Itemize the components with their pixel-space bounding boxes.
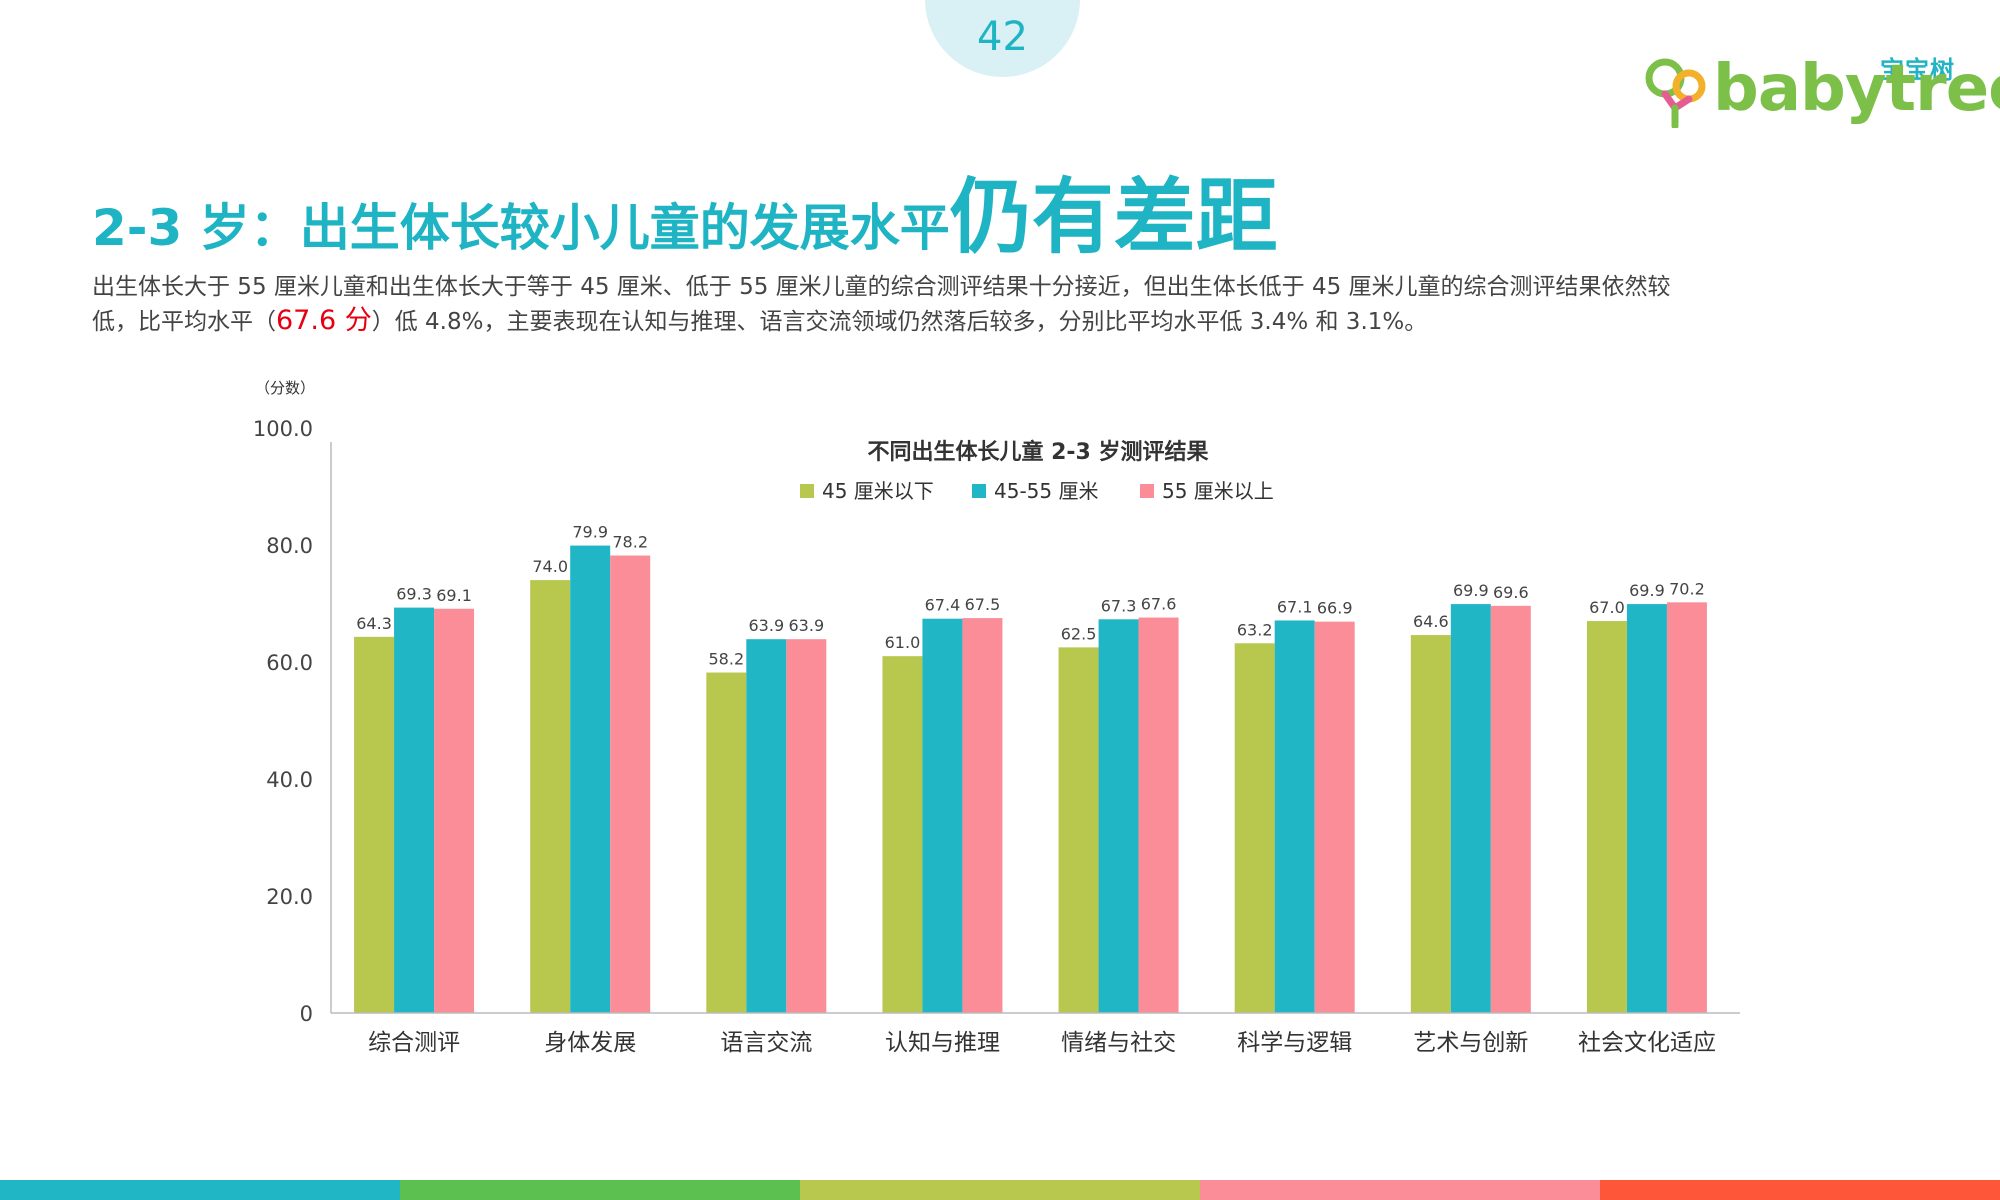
bar-value-label: 74.0	[532, 557, 568, 576]
bar	[1138, 617, 1179, 1013]
bar	[610, 555, 651, 1013]
chart-title: 不同出生体长儿童 2-3 岁测评结果	[867, 439, 1208, 465]
bar-value-label: 64.6	[1413, 612, 1449, 631]
bar-value-label: 69.6	[1493, 583, 1529, 602]
bar-value-label: 67.1	[1277, 597, 1313, 616]
bar-value-label: 69.3	[396, 585, 432, 604]
bar	[786, 639, 827, 1013]
bar-value-label: 78.2	[612, 533, 648, 552]
bar-value-label: 61.0	[885, 633, 921, 652]
bar	[434, 608, 475, 1013]
tree-icon	[1645, 58, 1706, 128]
bar-value-label: 58.2	[709, 650, 745, 669]
bar	[746, 639, 787, 1013]
y-tick-label: 0	[300, 1002, 313, 1026]
y-axis-label: （分数）	[255, 379, 315, 397]
legend-swatch	[800, 484, 814, 498]
bar-value-label: 63.9	[749, 616, 785, 635]
bar-value-label: 63.9	[789, 616, 825, 635]
description: 出生体长大于 55 厘米儿童和出生体长大于等于 45 厘米、低于 55 厘米儿童…	[92, 270, 1712, 339]
x-category-label: 身体发展	[544, 1030, 636, 1056]
bar	[1666, 602, 1707, 1013]
legend-swatch	[1140, 484, 1154, 498]
x-category-label: 认知与推理	[885, 1030, 1000, 1056]
bar	[706, 672, 747, 1013]
legend-label: 45 厘米以下	[822, 479, 934, 503]
title-main: 2-3 岁：出生体长较小儿童的发展水平	[92, 199, 950, 257]
description-part2: ）低 4.8%，主要表现在认知与推理、语言交流领域仍然落后较多，分别比平均水平低…	[371, 309, 1428, 335]
bar	[1098, 619, 1139, 1013]
bar	[1410, 635, 1451, 1013]
bar-value-label: 70.2	[1669, 579, 1705, 598]
x-category-label: 科学与逻辑	[1237, 1030, 1352, 1056]
footer-segment	[400, 1180, 800, 1200]
bar	[394, 607, 435, 1013]
footer-segment	[800, 1180, 1200, 1200]
bar	[1058, 647, 1099, 1013]
y-tick-label: 80.0	[266, 534, 313, 558]
footer-color-bar	[0, 1180, 2000, 1200]
bars: 64.369.3 69.174.079.978.258.263.9 63.961.0…	[354, 523, 1707, 1013]
y-tick-label: 20.0	[266, 885, 313, 909]
bar-value-label: 67.3	[1101, 596, 1137, 615]
bar	[354, 636, 395, 1013]
bar-value-label: 64.3	[356, 614, 392, 633]
bar-value-label: 63.2	[1237, 620, 1273, 639]
title-emphasis: 仍有差距	[949, 170, 1278, 265]
chart-legend: 45 厘米以下 45-55 厘米 55 厘米以上	[800, 479, 1274, 503]
bar	[1234, 643, 1275, 1013]
x-axis-labels: 综合测评 身体发展 语言交流 认知与推理 情绪与社交 科学与逻辑 艺术与创新 社会文化适应	[368, 1030, 1716, 1056]
bar	[882, 656, 923, 1013]
page-number: 42	[977, 14, 1028, 60]
description-highlight: 67.6 分	[276, 305, 372, 336]
bar	[1490, 605, 1531, 1013]
bar	[922, 618, 963, 1013]
babytree-logo: 宝宝树 babytree	[1645, 48, 2000, 128]
x-category-label: 综合测评	[368, 1030, 460, 1056]
bar	[1314, 621, 1355, 1013]
bar-value-label: 67.4	[925, 596, 961, 615]
page-title: 2-3 岁：出生体长较小儿童的发展水平仍有差距	[92, 150, 1278, 269]
bar-value-label: 66.9	[1317, 599, 1353, 618]
bar-value-label: 67.5	[965, 595, 1001, 614]
bar-value-label: 69.9	[1629, 581, 1665, 600]
footer-segment	[0, 1180, 400, 1200]
bar	[530, 580, 571, 1013]
bar-value-label: 69.1	[436, 586, 472, 605]
bar	[1586, 621, 1627, 1013]
bar	[1274, 620, 1315, 1013]
logo-en-text: babytree	[1713, 52, 2000, 126]
x-category-label: 艺术与创新	[1413, 1030, 1528, 1056]
bar	[1450, 604, 1491, 1013]
description-part1: 出生体长大于 55 厘米儿童和出生体长大于等于 45 厘米、低于 55 厘米儿童…	[92, 274, 1671, 335]
bar-value-label: 62.5	[1061, 624, 1097, 643]
legend-label: 55 厘米以上	[1162, 479, 1274, 503]
x-category-label: 社会文化适应	[1578, 1030, 1716, 1056]
x-category-label: 情绪与社交	[1061, 1030, 1176, 1056]
y-tick-label: 60.0	[266, 651, 313, 675]
footer-segment	[1200, 1180, 1600, 1200]
y-axis: 0 20.0 40.0 60.0 80.0 100.0	[253, 417, 313, 1026]
footer-segment	[1600, 1180, 2000, 1200]
bar	[962, 618, 1003, 1013]
bar-chart: （分数） 不同出生体长儿童 2-3 岁测评结果 45 厘米以下 45-55 厘米 5…	[253, 379, 1740, 1056]
legend-label: 45-55 厘米	[994, 479, 1098, 503]
y-tick-label: 100.0	[253, 417, 313, 441]
bar	[1626, 604, 1667, 1013]
bar-value-label: 67.6	[1141, 595, 1177, 614]
x-category-label: 语言交流	[720, 1030, 812, 1056]
bar	[570, 545, 611, 1013]
bar-value-label: 79.9	[572, 523, 608, 542]
legend-swatch	[972, 484, 986, 498]
logo-cn-text: 宝宝树	[1880, 56, 1955, 84]
bar-value-label: 67.0	[1589, 598, 1625, 617]
y-tick-label: 40.0	[266, 768, 313, 792]
bar-value-label: 69.9	[1453, 581, 1489, 600]
